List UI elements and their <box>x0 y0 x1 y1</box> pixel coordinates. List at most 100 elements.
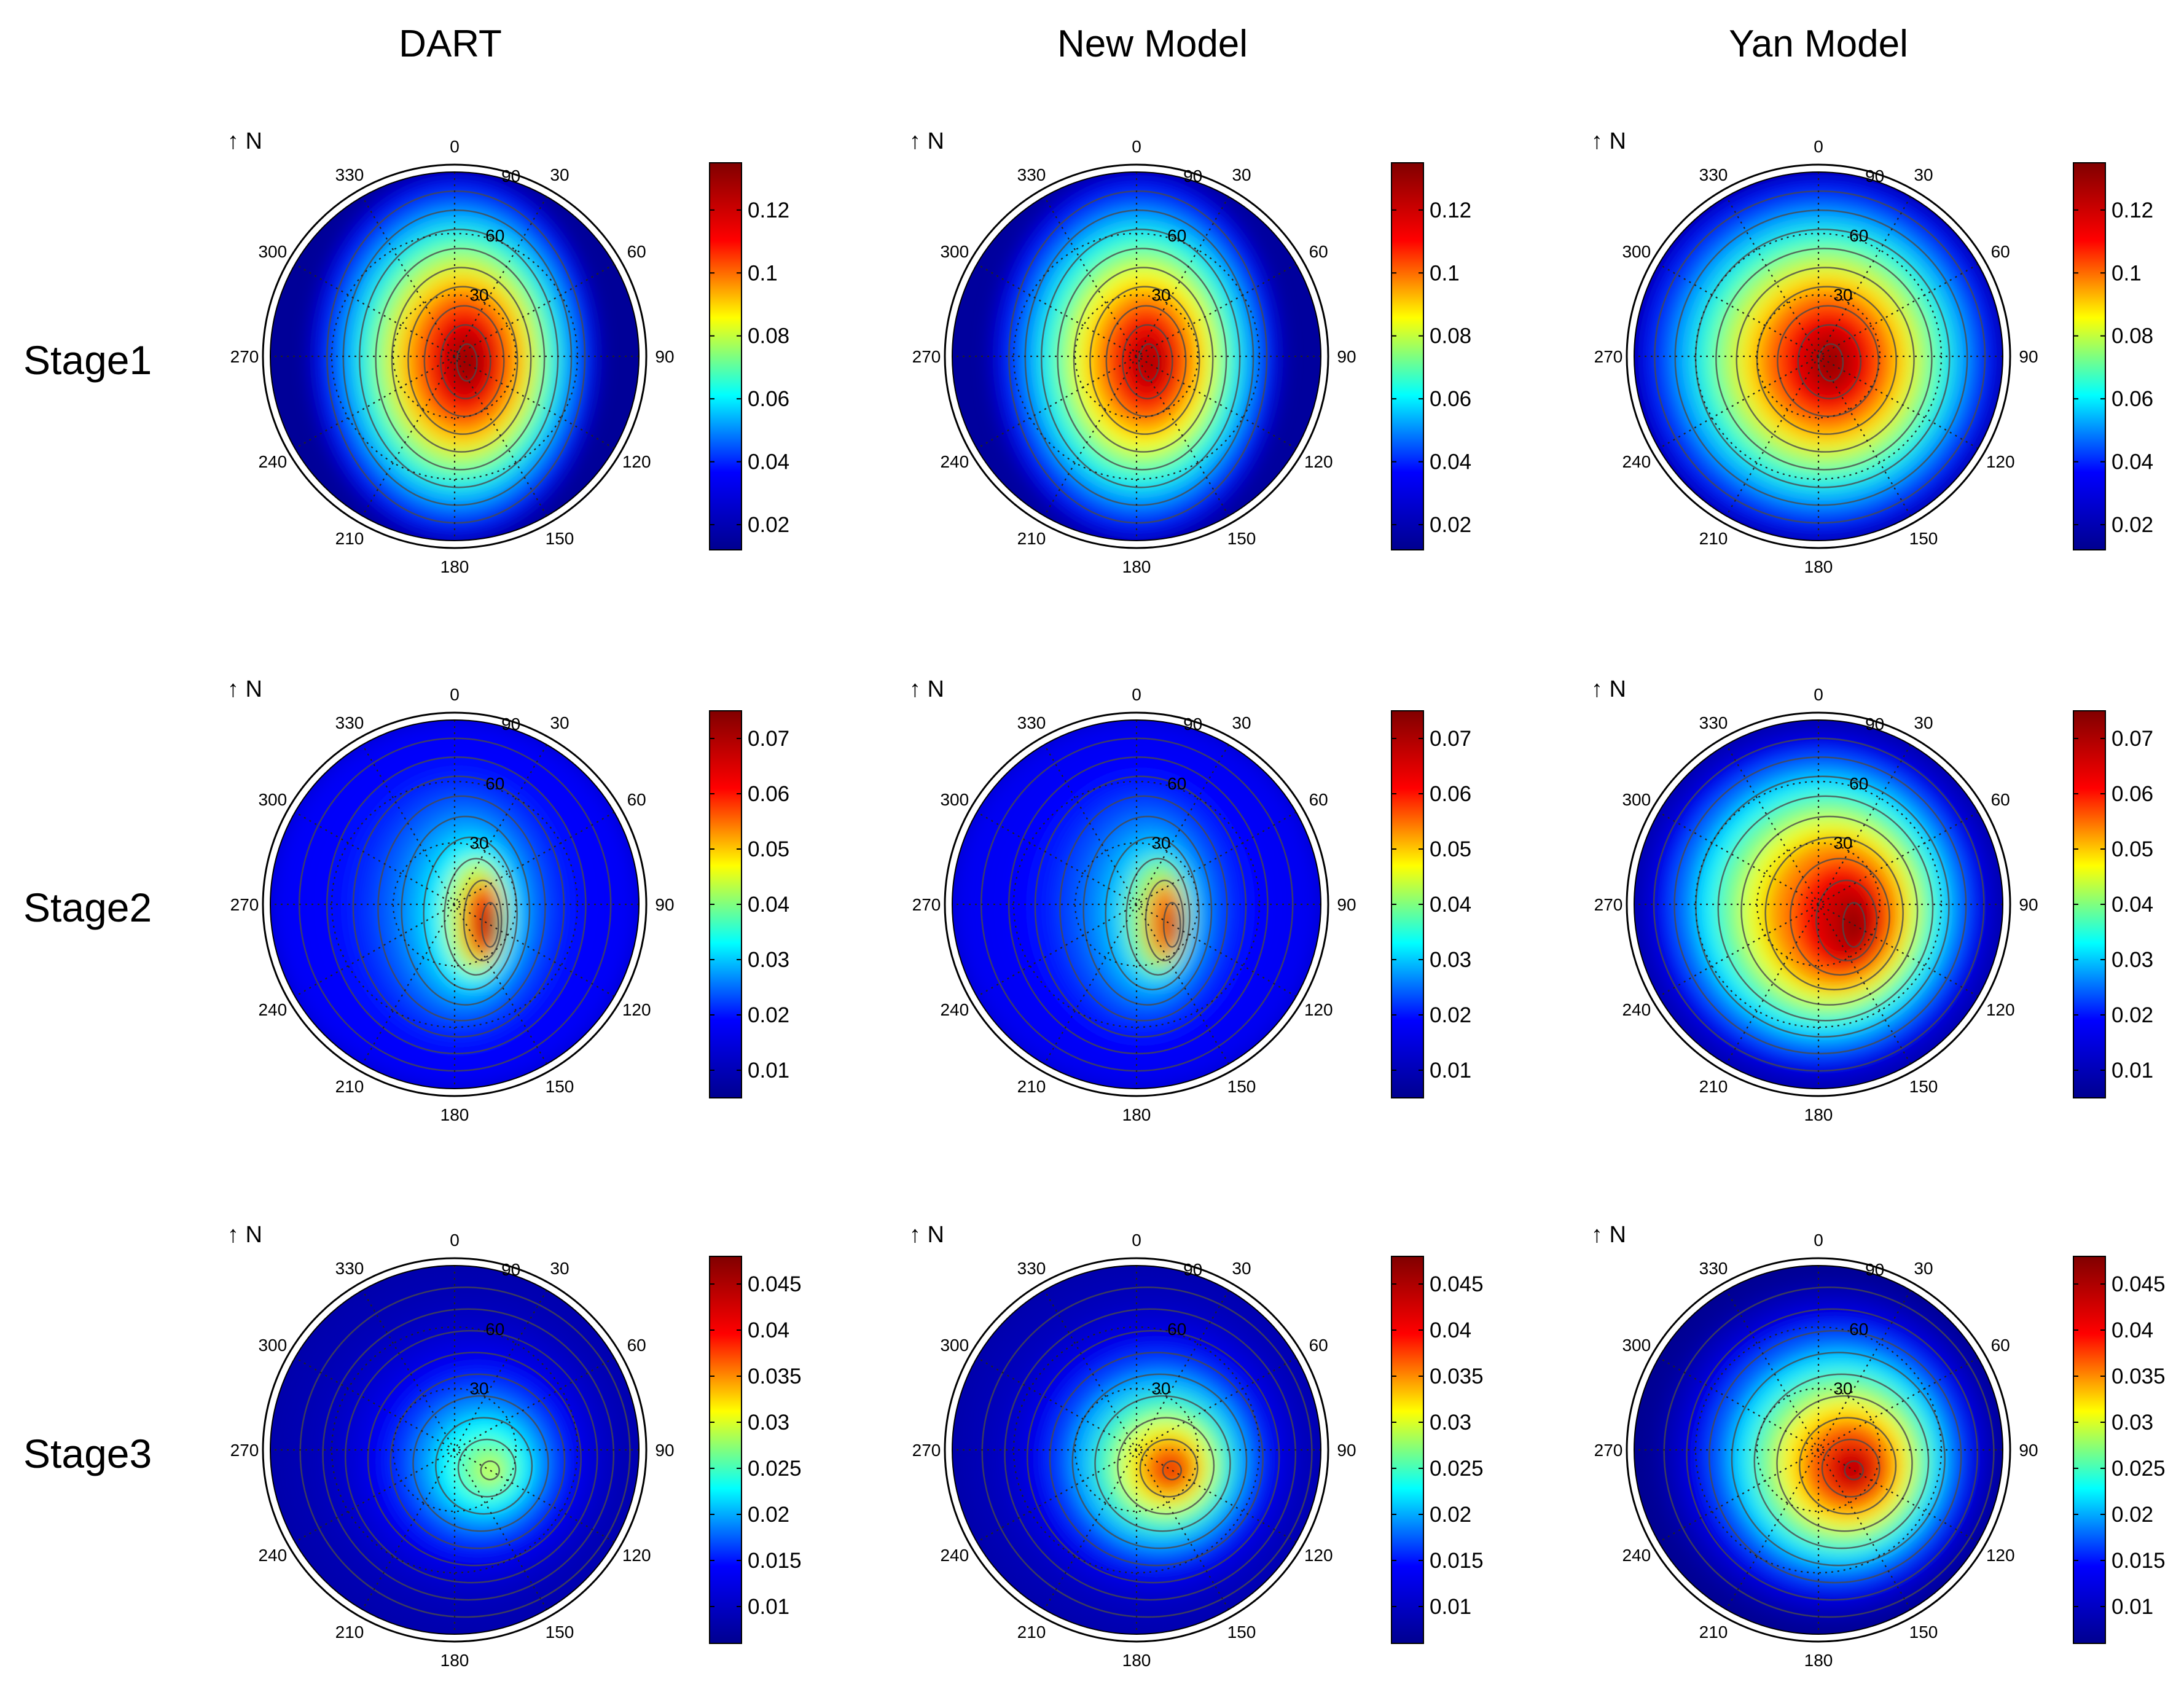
contour-line <box>1162 1460 1182 1481</box>
heatmap-field <box>952 1266 1321 1634</box>
azimuth-label-60: 60 <box>1991 1336 2010 1355</box>
contour-line <box>1736 267 1915 453</box>
heatmap-levels <box>1642 1266 2003 1634</box>
colorbar-scale <box>709 162 742 550</box>
colorbar-tick-label: 0.05 <box>748 837 789 861</box>
contour-line <box>444 858 509 976</box>
azimuth-label-270: 270 <box>912 895 941 914</box>
colorbar-tick-label: 0.045 <box>1430 1272 1484 1296</box>
azimuth-label-60: 60 <box>1991 790 2010 809</box>
azimuth-label-90: 90 <box>2019 347 2038 366</box>
contour-line <box>358 229 559 488</box>
azimuth-label-30: 30 <box>1914 713 1933 732</box>
zenith-label-30: 30 <box>469 833 488 852</box>
azimuth-label-150: 150 <box>1227 1623 1256 1642</box>
colorbar-tick-label: 0.06 <box>748 387 789 411</box>
contour-line <box>1673 756 1967 1055</box>
row-label-stage1: Stage1 <box>23 337 152 383</box>
heatmap-field <box>952 172 1321 541</box>
contour-line <box>1776 1395 1913 1532</box>
colorbar-tick-label: 0.01 <box>748 1595 789 1619</box>
colorbar-tick-label: 0.04 <box>748 450 789 474</box>
colorbar-tick-label: 0.02 <box>748 1503 789 1527</box>
azimuth-label-0: 0 <box>1814 1231 1823 1250</box>
contour-line <box>412 1395 549 1532</box>
colorbar-scale <box>1391 162 1424 550</box>
contour-line <box>1026 1329 1280 1584</box>
column-titles: DART New Model Yan Model <box>399 23 1908 65</box>
azimuth-label-120: 120 <box>622 1546 651 1565</box>
zenith-label-30: 30 <box>1833 833 1852 852</box>
azimuth-label-120: 120 <box>1304 452 1333 471</box>
contour-line <box>1686 1308 1979 1601</box>
contour-line <box>1842 902 1866 948</box>
contour-line <box>1694 229 1951 488</box>
contour-line <box>1034 775 1247 1038</box>
azimuth-label-270: 270 <box>912 1441 941 1460</box>
contour-line <box>1764 836 1904 991</box>
azimuth-label-300: 300 <box>1622 242 1651 261</box>
colorbar-tick-label: 0.02 <box>2112 513 2153 537</box>
azimuth-label-210: 210 <box>1699 1077 1728 1096</box>
azimuth-label-180: 180 <box>1122 1651 1151 1670</box>
azimuth-label-240: 240 <box>258 452 287 471</box>
contour-line <box>1753 1373 1930 1549</box>
zenith-label-90: 90 <box>1865 1260 1884 1279</box>
contour-line <box>299 1286 631 1618</box>
azimuth-label-30: 30 <box>1914 165 1933 184</box>
heatmap-level <box>1164 902 1181 947</box>
grid-spoke <box>362 1290 547 1610</box>
colorbar-tick-label: 0.07 <box>748 727 789 751</box>
outer-ring <box>262 163 648 549</box>
colorbar-tick-label: 0.1 <box>2112 261 2142 285</box>
column-title-dart: DART <box>399 23 502 65</box>
colorbar-tick-label: 0.06 <box>1430 387 1471 411</box>
azimuth-label-210: 210 <box>335 1623 364 1642</box>
azimuth-label-240: 240 <box>258 1546 287 1565</box>
azimuth-label-30: 30 <box>1232 165 1251 184</box>
azimuth-label-330: 330 <box>335 1259 364 1278</box>
contour-line <box>407 286 519 435</box>
north-indicator: ↑ N <box>909 676 944 702</box>
azimuth-label-90: 90 <box>655 347 674 366</box>
contour-line <box>1057 248 1227 471</box>
azimuth-label-150: 150 <box>1909 1077 1938 1096</box>
heatmap-level <box>480 1461 499 1480</box>
azimuth-label-330: 330 <box>335 713 364 732</box>
contour-line <box>1790 858 1890 976</box>
contour-line <box>423 836 518 991</box>
outer-ring <box>262 711 648 1097</box>
contour-line <box>1008 190 1268 524</box>
colorbar-tick-label: 0.045 <box>2112 1272 2166 1296</box>
colorbar-tick-label: 0.01 <box>2112 1059 2153 1082</box>
north-indicator: ↑ N <box>909 128 944 154</box>
colorbar: 0.01 0.02 0.03 0.04 0.05 0.06 0.07 <box>1391 710 1471 1098</box>
contour-line <box>377 795 546 1022</box>
zenith-label-60: 60 <box>485 226 504 245</box>
colorbar: 0.01 0.015 0.02 0.025 0.03 0.035 0.04 0.045 <box>2073 1256 2166 1644</box>
contour-line <box>375 248 546 471</box>
azimuth-label-330: 330 <box>1017 1259 1046 1278</box>
contour-line <box>1797 324 1862 400</box>
azimuth-label-150: 150 <box>1909 529 1938 548</box>
azimuth-label-270: 270 <box>230 895 259 914</box>
contour-line <box>1815 879 1878 961</box>
azimuth-label-180: 180 <box>1804 1651 1833 1670</box>
contour-line <box>401 815 531 1006</box>
colorbar-tick-label: 0.025 <box>748 1457 802 1481</box>
field-border <box>270 1265 640 1635</box>
colorbar-tick-label: 0.05 <box>1430 837 1471 861</box>
contour-line <box>439 324 491 400</box>
polar-panel-stage1-new-model: 0 30 60 90 120 150 180 210 240 270 300 330 30 60 90 ↑ N… <box>909 128 1471 576</box>
row-labels: Stage1 Stage2 Stage3 <box>23 337 152 1476</box>
contour-line <box>1059 795 1228 1022</box>
zenith-label-60: 60 <box>485 1320 504 1339</box>
grid-spoke <box>362 744 547 1065</box>
colorbar-scale <box>709 710 742 1098</box>
zenith-label-30: 30 <box>1151 285 1170 304</box>
colorbar-tick-label: 0.03 <box>748 1411 789 1435</box>
north-indicator: ↑ N <box>1591 676 1626 702</box>
zenith-label-30: 30 <box>469 1379 488 1398</box>
colorbar-tick-label: 0.07 <box>1430 727 1471 751</box>
